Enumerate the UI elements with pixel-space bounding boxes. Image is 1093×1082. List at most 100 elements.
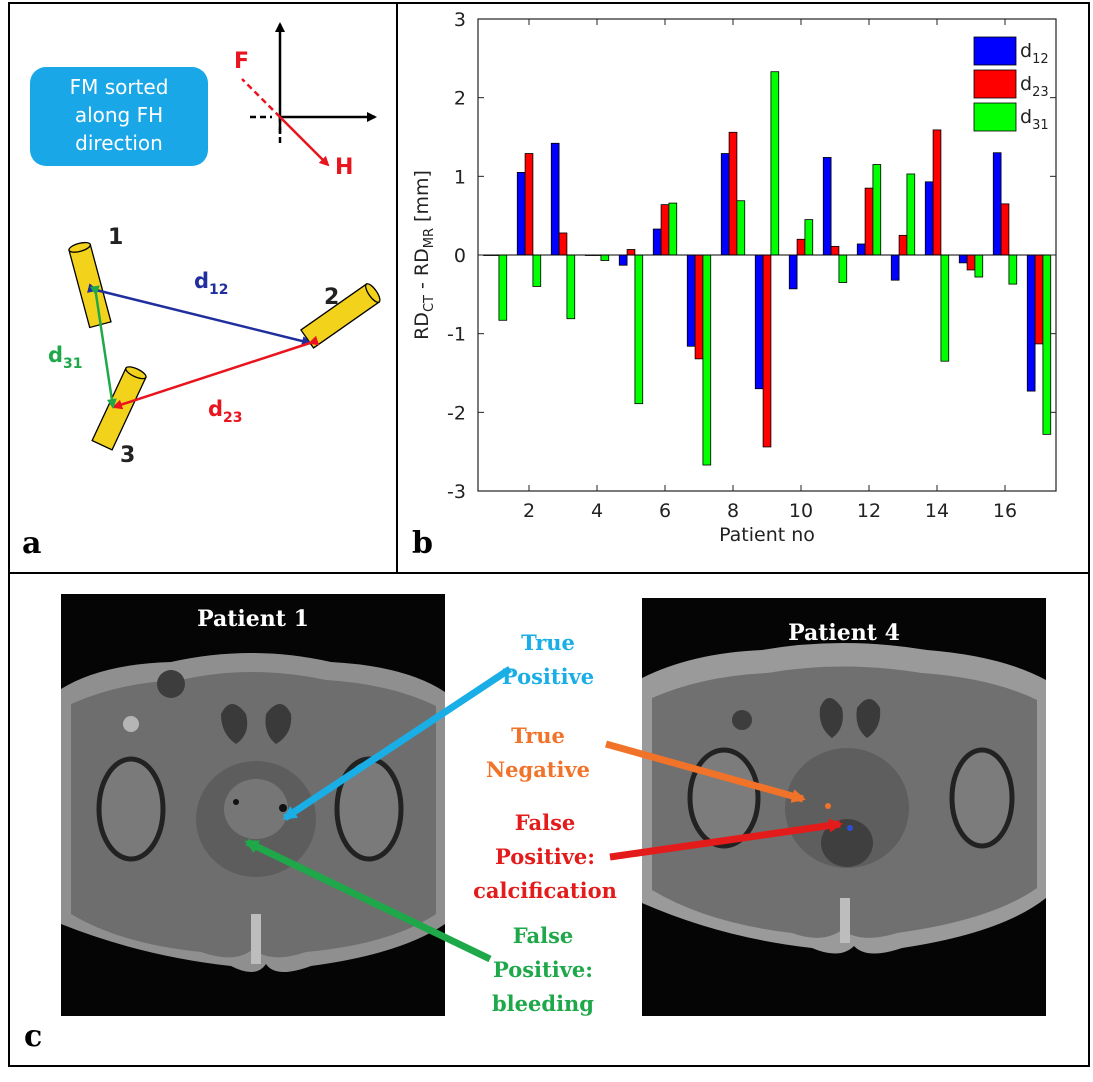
- d12-arrow: [87, 283, 312, 346]
- bar-d31-patient-12: [872, 164, 882, 256]
- legend-label-d31: d31: [1020, 106, 1049, 133]
- d12-label: d12: [194, 269, 229, 298]
- bar-d12-patient-17: [1026, 254, 1036, 392]
- patient-1-title: Patient 1: [197, 606, 309, 632]
- bar-d12-patient-5: [618, 254, 628, 266]
- bar-d23-patient-3: [558, 232, 568, 256]
- bar-d12-patient-3: [550, 142, 560, 256]
- bar-d31-patient-1: [498, 254, 508, 321]
- x-tick-label: 14: [925, 500, 949, 522]
- x-tick-label: 12: [857, 500, 881, 522]
- y-tick-label: 3: [454, 9, 466, 31]
- bar-d31-patient-7: [702, 254, 712, 466]
- bar-d23-patient-13: [898, 234, 908, 256]
- fiducial-marker-1: [68, 241, 112, 329]
- legend-swatch-d31: [973, 102, 1017, 132]
- bar-d31-patient-4: [600, 254, 610, 261]
- info-box-line-3: direction: [75, 131, 163, 155]
- bar-d31-patient-16: [1008, 254, 1018, 285]
- x-axis-ticks: 2 4 6 8 10 12 14 16: [523, 19, 1017, 522]
- mri-image-patient-4: Patient 4: [642, 598, 1046, 1016]
- bar-d31-patient-6: [668, 202, 678, 256]
- info-box: [30, 67, 208, 166]
- legend: d12 d23 d31: [973, 36, 1049, 133]
- y-tick-label: -3: [447, 481, 466, 503]
- y-tick-label: -1: [447, 324, 466, 346]
- coordinate-axes: [241, 22, 377, 167]
- legend-label-d23: d23: [1020, 73, 1049, 100]
- legend-swatch-d12: [973, 36, 1017, 66]
- d31-label: d31: [48, 343, 83, 372]
- marker-2-label: 2: [324, 285, 339, 310]
- y-tick-label: 0: [454, 245, 466, 267]
- panel-c: Patient 1 Patient 4: [8, 572, 1090, 1067]
- axis-h-label: H: [335, 155, 353, 180]
- true-negative-label: True Negative: [485, 723, 591, 782]
- bar-d31-patient-15: [974, 254, 984, 278]
- bar-d31-patient-13: [906, 173, 916, 256]
- info-box-line-1: FM sorted: [70, 75, 169, 99]
- panel-b-label: b: [412, 526, 433, 561]
- bar-d23-patient-16: [1000, 203, 1010, 256]
- bar-d12-patient-14: [924, 181, 934, 256]
- info-box-line-2: along FH: [75, 103, 163, 127]
- bar-d23-patient-17: [1034, 254, 1044, 345]
- bar-d23-patient-10: [796, 238, 806, 256]
- fiducial-marker-3: [91, 366, 147, 451]
- true-negative-arrow: [605, 740, 806, 803]
- bar-d12-patient-15: [958, 254, 968, 264]
- bar-d31-patient-9: [770, 71, 780, 256]
- y-axis-label: RDCT - RDMR [mm]: [411, 170, 437, 340]
- bar-d12-patient-10: [788, 254, 798, 290]
- x-tick-label: 16: [993, 500, 1017, 522]
- x-tick-label: 8: [727, 500, 739, 522]
- y-tick-label: 2: [454, 88, 466, 110]
- x-axis-label: Patient no: [719, 524, 815, 546]
- bar-d23-patient-5: [626, 249, 636, 256]
- bar-d12-patient-9: [754, 254, 764, 390]
- marker-3-label: 3: [120, 443, 135, 468]
- bar-d31-patient-3: [566, 254, 576, 320]
- d23-arrow: [112, 335, 320, 410]
- bar-d12-patient-11: [822, 157, 832, 256]
- panel-a-label: a: [22, 526, 42, 561]
- bar-d23-patient-8: [728, 131, 738, 256]
- x-tick-label: 2: [523, 500, 535, 522]
- legend-swatch-d23: [973, 69, 1017, 99]
- panel-a: FM sorted along FH direction F H 1 2: [8, 2, 398, 574]
- bar-d12-patient-13: [890, 254, 900, 281]
- bar-d23-patient-15: [966, 254, 976, 271]
- bar-d12-patient-6: [652, 228, 662, 256]
- panel-b: -3 -2 -1 0 1 2 3 2 4 6 8 10 12 14 16 Patient no RDCT …: [396, 2, 1090, 574]
- bar-d23-patient-2: [524, 153, 534, 256]
- bar-d23-patient-7: [694, 254, 704, 360]
- bar-d12-patient-8: [720, 153, 730, 256]
- x-tick-label: 10: [789, 500, 813, 522]
- bar-d23-patient-6: [660, 204, 670, 256]
- bar-d23-patient-9: [762, 254, 772, 448]
- x-tick-label: 6: [659, 500, 671, 522]
- axis-f-label: F: [234, 49, 249, 74]
- bar-d23-patient-11: [830, 245, 840, 256]
- false-positive-bleeding-label: False Positive: bleeding: [492, 923, 594, 1016]
- false-positive-calcification-label: False Positive: calcification: [473, 810, 617, 903]
- y-tick-label: -2: [447, 402, 466, 424]
- bar-d31-patient-8: [736, 200, 746, 256]
- bar-d12-patient-2: [516, 171, 526, 256]
- y-axis-ticks: -3 -2 -1 0 1 2 3: [447, 9, 1056, 503]
- patient-4-title: Patient 4: [788, 620, 900, 646]
- bar-d12-patient-12: [856, 243, 866, 256]
- fiducial-marker-2: [300, 283, 381, 349]
- bar-d31-patient-10: [804, 219, 814, 256]
- false-positive-bleeding-arrow: [244, 838, 492, 963]
- annotation-arrows: [244, 666, 843, 963]
- true-positive-arrow: [282, 666, 512, 821]
- y-tick-label: 1: [454, 166, 466, 188]
- bar-d31-patient-11: [838, 254, 848, 283]
- bar-d31-patient-17: [1042, 254, 1052, 435]
- bar-d12-patient-16: [992, 152, 1002, 256]
- d31-arrow: [89, 285, 117, 409]
- bar-d23-patient-12: [864, 187, 874, 256]
- true-positive-label: True Positive: [501, 630, 595, 689]
